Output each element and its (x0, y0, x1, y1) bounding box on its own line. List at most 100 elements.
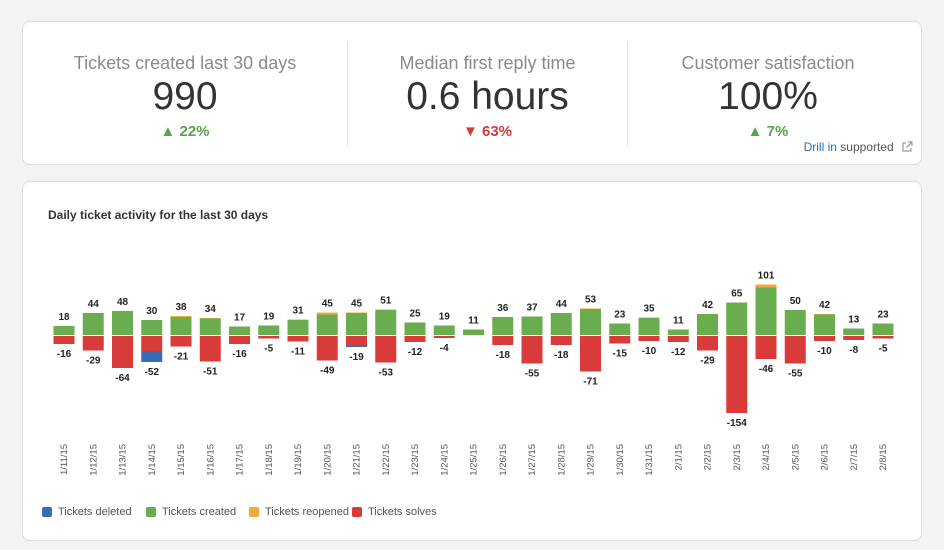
bar-baseline[interactable] (580, 335, 601, 336)
bar-created[interactable] (53, 326, 75, 335)
bar-baseline[interactable] (375, 335, 397, 336)
bar-reopened[interactable] (755, 284, 777, 288)
bar-solves[interactable] (843, 336, 865, 340)
bar-baseline[interactable] (463, 335, 484, 336)
bar-solves[interactable] (258, 336, 280, 339)
legend-item-created[interactable]: Tickets created (146, 506, 236, 518)
bar-baseline[interactable] (784, 335, 806, 336)
bar-baseline[interactable] (667, 335, 689, 336)
bar-created[interactable] (229, 326, 250, 336)
bar-baseline[interactable] (872, 335, 894, 336)
bar-solves[interactable] (287, 336, 309, 342)
bar-reopened[interactable] (346, 312, 367, 314)
drill-in-link[interactable]: Drill in (803, 140, 837, 154)
bar-created[interactable] (784, 310, 806, 335)
bar-created[interactable] (638, 318, 660, 335)
bar-solves[interactable] (580, 336, 601, 372)
bar-reopened[interactable] (814, 314, 835, 315)
bar-baseline[interactable] (229, 335, 250, 336)
bar-solves[interactable] (872, 336, 894, 339)
bar-baseline[interactable] (53, 335, 75, 336)
bar-created[interactable] (609, 323, 631, 336)
bar-solves[interactable] (199, 336, 221, 362)
bar-baseline[interactable] (492, 335, 514, 336)
bar-baseline[interactable] (404, 335, 426, 336)
bar-created[interactable] (872, 323, 894, 336)
bar-baseline[interactable] (609, 335, 631, 336)
bar-created[interactable] (521, 316, 543, 336)
bar-solves[interactable] (404, 336, 426, 342)
bar-solves[interactable] (492, 336, 514, 345)
bar-reopened[interactable] (199, 318, 221, 319)
bar-solves[interactable] (82, 336, 104, 351)
bar-baseline[interactable] (316, 335, 338, 336)
bar-created[interactable] (463, 329, 484, 336)
bar-solves[interactable] (697, 336, 718, 351)
bar-solves[interactable] (726, 336, 748, 413)
bar-reopened[interactable] (316, 312, 338, 315)
bar-created[interactable] (112, 311, 133, 335)
bar-created[interactable] (580, 309, 601, 335)
bar-solves[interactable] (170, 336, 192, 347)
bar-solves[interactable] (316, 336, 338, 361)
bar-solves[interactable] (521, 336, 543, 364)
bar-solves[interactable] (433, 336, 455, 338)
bar-created[interactable] (755, 287, 777, 336)
bar-baseline[interactable] (521, 335, 543, 336)
bar-created[interactable] (141, 320, 163, 335)
bar-created[interactable] (667, 329, 689, 336)
bar-reopened[interactable] (375, 309, 397, 311)
bar-baseline[interactable] (287, 335, 309, 336)
bar-created[interactable] (814, 314, 835, 336)
bar-solves[interactable] (141, 336, 163, 351)
legend-item-deleted[interactable]: Tickets deleted (42, 506, 132, 518)
bar-baseline[interactable] (843, 335, 865, 336)
bar-solves[interactable] (609, 336, 631, 344)
kpi-median-first-reply[interactable]: Median first reply time 0.6 hours ▼ 63% (348, 22, 627, 164)
bar-baseline[interactable] (141, 335, 163, 336)
legend-item-reopened[interactable]: Tickets reopened (249, 506, 349, 518)
bar-created[interactable] (375, 310, 397, 335)
bar-created[interactable] (697, 314, 718, 335)
bar-created[interactable] (346, 313, 367, 335)
kpi-tickets-created[interactable]: Tickets created last 30 days 990 ▲ 22% (23, 22, 347, 164)
bar-baseline[interactable] (199, 335, 221, 336)
bar-created[interactable] (433, 325, 455, 336)
bar-created[interactable] (404, 322, 426, 336)
bar-deleted[interactable] (141, 351, 163, 362)
bar-solves[interactable] (638, 336, 660, 341)
bar-baseline[interactable] (550, 335, 572, 336)
bar-baseline[interactable] (726, 335, 748, 336)
bar-solves[interactable] (755, 336, 777, 359)
bar-baseline[interactable] (170, 335, 192, 336)
bar-solves[interactable] (550, 336, 572, 345)
bar-reopened[interactable] (170, 316, 192, 317)
bar-solves[interactable] (346, 336, 367, 346)
bar-baseline[interactable] (814, 335, 835, 336)
bar-solves[interactable] (53, 336, 75, 344)
bar-created[interactable] (199, 318, 221, 336)
bar-created[interactable] (316, 314, 338, 336)
bar-solves[interactable] (784, 336, 806, 364)
bar-baseline[interactable] (638, 335, 660, 336)
bar-solves[interactable] (229, 336, 250, 344)
bar-baseline[interactable] (433, 335, 455, 336)
bar-created[interactable] (287, 320, 309, 335)
bar-created[interactable] (258, 325, 280, 336)
bar-reopened[interactable] (287, 319, 309, 321)
external-link-icon[interactable] (901, 141, 913, 153)
bar-deleted[interactable] (346, 345, 367, 348)
bar-baseline[interactable] (258, 335, 280, 336)
bar-created[interactable] (170, 317, 192, 335)
bar-reopened[interactable] (580, 308, 601, 310)
bar-reopened[interactable] (638, 317, 660, 319)
bar-baseline[interactable] (82, 335, 104, 336)
bar-created[interactable] (82, 313, 104, 335)
bar-created[interactable] (550, 313, 572, 335)
bar-solves[interactable] (112, 336, 133, 368)
legend-item-solves[interactable]: Tickets solves (352, 506, 437, 518)
bar-solves[interactable] (814, 336, 835, 341)
bar-baseline[interactable] (112, 335, 133, 336)
bar-baseline[interactable] (755, 335, 777, 336)
kpi-customer-satisfaction[interactable]: Customer satisfaction 100% ▲ 7% (628, 22, 908, 164)
